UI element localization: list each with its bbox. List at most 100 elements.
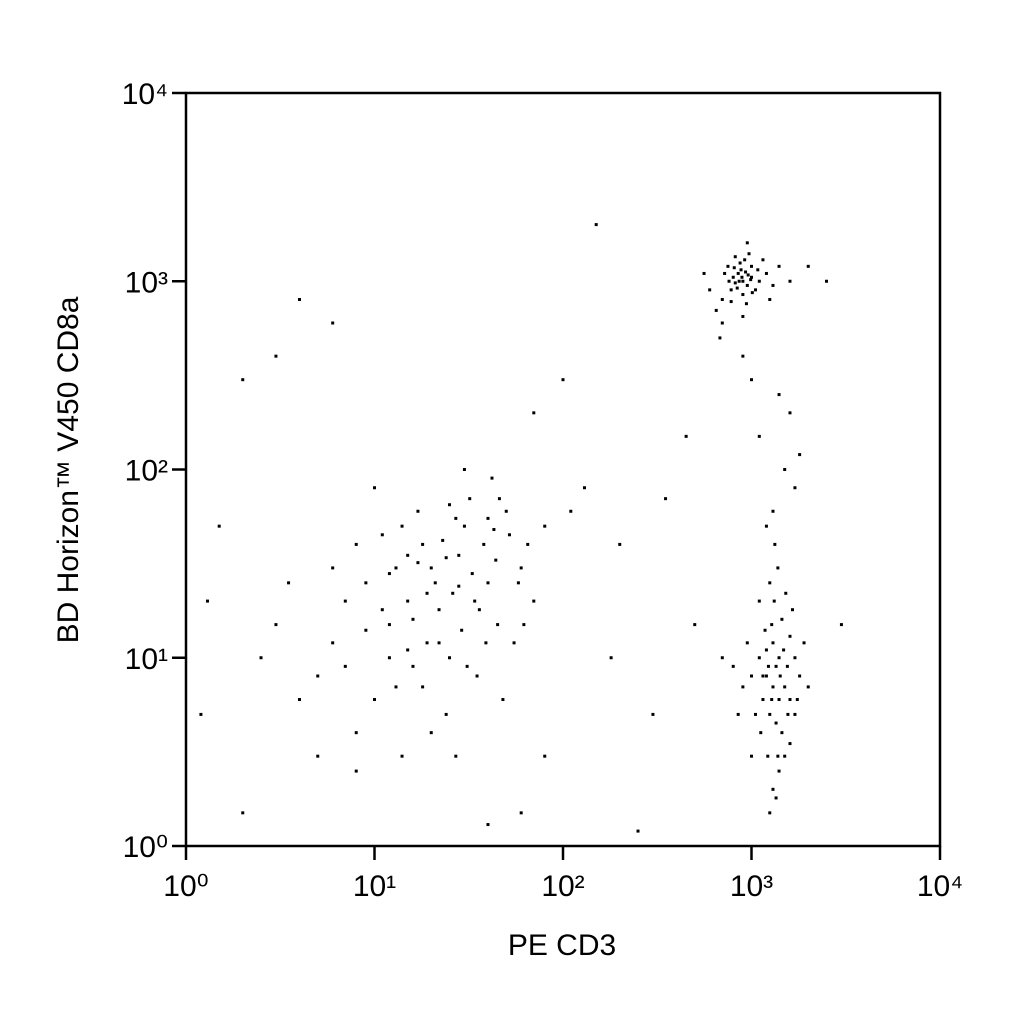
dot bbox=[783, 685, 787, 689]
dot bbox=[771, 283, 775, 287]
dot bbox=[757, 279, 761, 283]
dot bbox=[380, 608, 384, 612]
dot bbox=[421, 685, 425, 689]
dot bbox=[594, 223, 598, 227]
dot bbox=[788, 698, 792, 702]
dot bbox=[496, 623, 500, 627]
dot bbox=[756, 268, 760, 272]
dot bbox=[776, 754, 780, 758]
dot bbox=[783, 468, 787, 471]
dot bbox=[429, 566, 433, 570]
dot bbox=[780, 731, 784, 735]
dot bbox=[486, 581, 490, 585]
dot bbox=[798, 674, 802, 678]
dot bbox=[720, 656, 724, 660]
dot bbox=[736, 712, 740, 716]
dot bbox=[406, 599, 410, 603]
dot bbox=[411, 617, 415, 621]
dot bbox=[768, 297, 772, 301]
dot bbox=[460, 628, 464, 632]
dot bbox=[259, 656, 263, 660]
dot bbox=[759, 731, 763, 735]
y-tick-label: 10³ bbox=[125, 266, 168, 299]
dot bbox=[729, 288, 733, 292]
dot bbox=[618, 542, 622, 546]
dot bbox=[753, 712, 757, 716]
dot bbox=[354, 731, 358, 735]
dot bbox=[287, 581, 291, 585]
dot bbox=[664, 497, 668, 501]
dot bbox=[702, 271, 706, 275]
dot bbox=[745, 641, 749, 645]
dot bbox=[763, 628, 767, 632]
dot bbox=[788, 411, 792, 415]
dot bbox=[507, 533, 511, 537]
dot bbox=[451, 591, 455, 595]
dot bbox=[761, 258, 765, 262]
dot bbox=[741, 279, 745, 283]
dot bbox=[785, 664, 789, 668]
dot bbox=[757, 656, 761, 660]
x-tick-label: 10² bbox=[541, 870, 584, 903]
dot bbox=[380, 533, 384, 537]
dot bbox=[740, 275, 744, 279]
dot bbox=[776, 566, 780, 570]
dot bbox=[532, 411, 536, 415]
dot bbox=[468, 497, 472, 501]
dot bbox=[806, 264, 810, 268]
dot bbox=[731, 275, 735, 279]
dot bbox=[543, 524, 547, 528]
dot bbox=[448, 503, 452, 507]
dot bbox=[406, 648, 410, 652]
dot bbox=[437, 641, 441, 645]
dot bbox=[771, 641, 775, 645]
x-tick-label: 10¹ bbox=[353, 870, 396, 903]
dot bbox=[416, 509, 420, 513]
dot bbox=[387, 623, 391, 627]
dot bbox=[726, 264, 730, 268]
dot bbox=[741, 354, 745, 358]
dot bbox=[737, 279, 741, 283]
dot bbox=[354, 769, 358, 773]
dot bbox=[750, 264, 753, 268]
dot bbox=[477, 608, 481, 612]
dot bbox=[297, 698, 301, 702]
y-axis-label: BD Horizon™ V450 CD8a bbox=[52, 296, 85, 643]
dot bbox=[457, 584, 461, 588]
dot bbox=[777, 698, 781, 702]
dot bbox=[241, 378, 245, 382]
dot bbox=[750, 378, 753, 382]
dot bbox=[454, 754, 458, 758]
dot bbox=[745, 241, 749, 245]
dot bbox=[486, 516, 490, 520]
dot bbox=[492, 528, 496, 532]
dot bbox=[743, 258, 747, 262]
dot bbox=[454, 516, 458, 520]
dot bbox=[727, 279, 731, 283]
dot bbox=[766, 664, 770, 668]
dot bbox=[373, 486, 376, 490]
y-tick-label: 10² bbox=[125, 455, 168, 488]
dot bbox=[425, 641, 429, 645]
dot bbox=[720, 321, 724, 325]
dot bbox=[522, 623, 526, 627]
dot bbox=[465, 664, 469, 668]
dot bbox=[364, 581, 368, 585]
dot bbox=[217, 524, 221, 528]
dot bbox=[411, 664, 415, 668]
plot-frame bbox=[184, 91, 942, 848]
dot bbox=[788, 279, 792, 283]
dot bbox=[400, 524, 404, 528]
dot bbox=[774, 721, 778, 725]
dot bbox=[516, 581, 520, 585]
dot bbox=[387, 656, 391, 660]
dot bbox=[786, 712, 790, 716]
dot bbox=[394, 566, 398, 570]
dot bbox=[316, 754, 320, 758]
dot bbox=[735, 286, 739, 290]
dot bbox=[777, 656, 781, 660]
dot bbox=[723, 271, 727, 275]
dot bbox=[406, 553, 410, 557]
dot bbox=[387, 572, 391, 576]
dot bbox=[504, 509, 508, 513]
